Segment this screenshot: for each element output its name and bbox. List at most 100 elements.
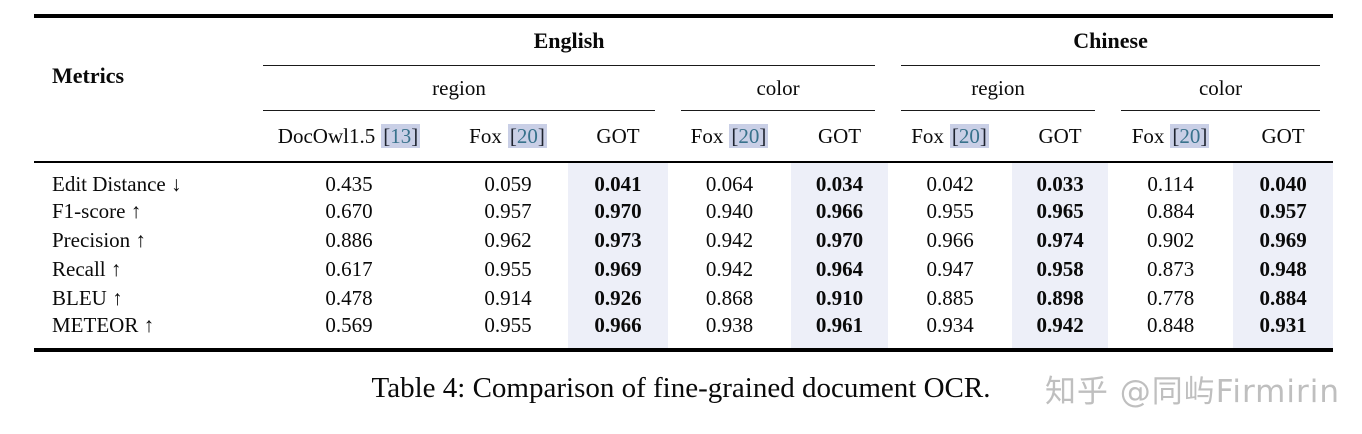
table-body: Edit Distance ↓ 0.435 0.059 0.041 0.064 0.034…	[34, 163, 1334, 348]
table-row: BLEU ↑ 0.478 0.914 0.926 0.868 0.910 0.885 0.89…	[34, 284, 1334, 313]
table-caption: Table 4: Comparison of fine-grained docu…	[371, 372, 991, 404]
value-cell: 0.778	[1146, 286, 1195, 310]
table-row: Recall ↑ 0.617 0.955 0.969 0.942 0.964 0.947 0.…	[34, 255, 1334, 284]
metrics-header: Metrics	[34, 18, 250, 163]
subgroup-header: color	[668, 66, 888, 111]
citation-ref: [13]	[381, 123, 421, 148]
value-cell: 0.931	[1233, 313, 1334, 348]
model-column-header: Fox [20]	[1108, 111, 1234, 163]
language-group-label: Chinese	[901, 28, 1321, 66]
value-cell: 0.942	[705, 228, 754, 252]
language-group-row: Metrics English Chinese	[34, 18, 1333, 163]
value-cell: 0.966	[791, 197, 889, 226]
value-cell: 0.948	[1233, 255, 1334, 284]
citation-open-bracket: [	[731, 123, 739, 148]
subgroup-label: region	[901, 69, 1096, 111]
value-cell: 0.962	[484, 228, 532, 252]
value-cell: 0.041	[568, 163, 668, 197]
value-cell: 0.955	[484, 257, 532, 281]
subgroup-label: color	[681, 69, 876, 111]
model-column-header: GOT	[1012, 111, 1109, 163]
citation-close-bracket: ]	[759, 123, 767, 148]
value-cell: 0.961	[791, 313, 889, 348]
citation-open-bracket: [	[1172, 123, 1180, 148]
value-cell: 0.966	[926, 228, 974, 252]
table-row: F1-score ↑ 0.670 0.957 0.970 0.940 0.966 0.955…	[34, 197, 1334, 226]
model-name: GOT	[596, 123, 640, 148]
citation-close-bracket: ]	[979, 123, 987, 148]
value-cell: 0.964	[791, 255, 889, 284]
metric-label: Precision ↑	[52, 228, 146, 252]
citation-number: 13	[390, 123, 412, 148]
citation-open-bracket: [	[383, 123, 391, 148]
metric-label: F1-score ↑	[52, 199, 142, 223]
table-row: METEOR ↑ 0.569 0.955 0.966 0.938 0.961 0.934 0.…	[34, 313, 1334, 348]
value-cell: 0.885	[926, 286, 974, 310]
value-cell: 0.966	[568, 313, 668, 348]
value-cell: 0.670	[325, 199, 373, 223]
value-cell: 0.938	[705, 313, 754, 337]
model-name: Fox	[690, 123, 724, 148]
value-cell: 0.064	[705, 172, 754, 196]
table-row: Edit Distance ↓ 0.435 0.059 0.041 0.064 0.034…	[34, 163, 1334, 197]
value-cell: 0.059	[484, 172, 532, 196]
value-cell: 0.974	[1012, 226, 1109, 255]
subgroup-header: region	[888, 66, 1108, 111]
value-cell: 0.965	[1012, 197, 1109, 226]
value-cell: 0.958	[1012, 255, 1109, 284]
table-row: Precision ↑ 0.886 0.962 0.973 0.942 0.970 0.96…	[34, 226, 1334, 255]
value-cell: 0.942	[705, 257, 754, 281]
value-cell: 0.886	[325, 228, 373, 252]
metric-label: BLEU ↑	[52, 286, 123, 310]
model-name: Fox	[1131, 123, 1165, 148]
value-cell: 0.033	[1012, 163, 1109, 197]
citation-ref: [20]	[729, 123, 769, 148]
value-cell: 0.957	[1233, 197, 1334, 226]
table-header: Metrics English Chinese region color region c…	[34, 18, 1334, 163]
citation-ref: [20]	[1170, 123, 1210, 148]
metric-label: Edit Distance ↓	[52, 172, 182, 196]
citation-number: 20	[1179, 123, 1201, 148]
value-cell: 0.034	[791, 163, 889, 197]
value-cell: 0.973	[568, 226, 668, 255]
value-cell: 0.478	[325, 286, 373, 310]
value-cell: 0.617	[325, 257, 373, 281]
subgroup-header: color	[1108, 66, 1333, 111]
metric-label: METEOR ↑	[52, 313, 155, 337]
citation-number: 20	[958, 123, 980, 148]
model-name: Fox	[469, 123, 502, 148]
value-cell: 0.934	[926, 313, 974, 337]
value-cell: 0.940	[705, 199, 754, 223]
value-cell: 0.040	[1233, 163, 1334, 197]
value-cell: 0.955	[926, 199, 974, 223]
model-column-header: GOT	[791, 111, 889, 163]
value-cell: 0.970	[791, 226, 889, 255]
subgroup-header: region	[250, 66, 668, 111]
model-name: GOT	[1261, 123, 1305, 148]
value-cell: 0.947	[926, 257, 974, 281]
citation-number: 20	[516, 123, 538, 148]
subgroup-row: region color region color	[34, 66, 1333, 111]
value-cell: 0.942	[1012, 313, 1109, 348]
metric-label: Recall ↑	[52, 257, 122, 281]
model-column-header: GOT	[568, 111, 668, 163]
value-cell: 0.910	[791, 284, 889, 313]
value-cell: 0.957	[484, 199, 532, 223]
citation-close-bracket: ]	[1200, 123, 1208, 148]
model-column-header: Fox [20]	[888, 111, 1013, 163]
value-cell: 0.926	[568, 284, 668, 313]
value-cell: 0.902	[1146, 228, 1195, 252]
citation-open-bracket: [	[509, 123, 517, 148]
value-cell: 0.884	[1233, 284, 1334, 313]
language-group-header: Chinese	[888, 18, 1333, 66]
citation-open-bracket: [	[951, 123, 959, 148]
citation-ref: [20]	[949, 123, 989, 148]
model-header-row: DocOwl1.5 [13] Fox [20] GOT Fox [20] GOT Fox [20]…	[34, 111, 1334, 163]
subgroup-label: region	[263, 69, 655, 111]
model-name: DocOwl1.5	[277, 123, 376, 148]
value-cell: 0.868	[705, 286, 754, 310]
value-cell: 0.435	[325, 172, 373, 196]
citation-ref: [20]	[507, 123, 547, 148]
model-column-header: DocOwl1.5 [13]	[250, 111, 448, 163]
model-name: Fox	[911, 123, 944, 148]
